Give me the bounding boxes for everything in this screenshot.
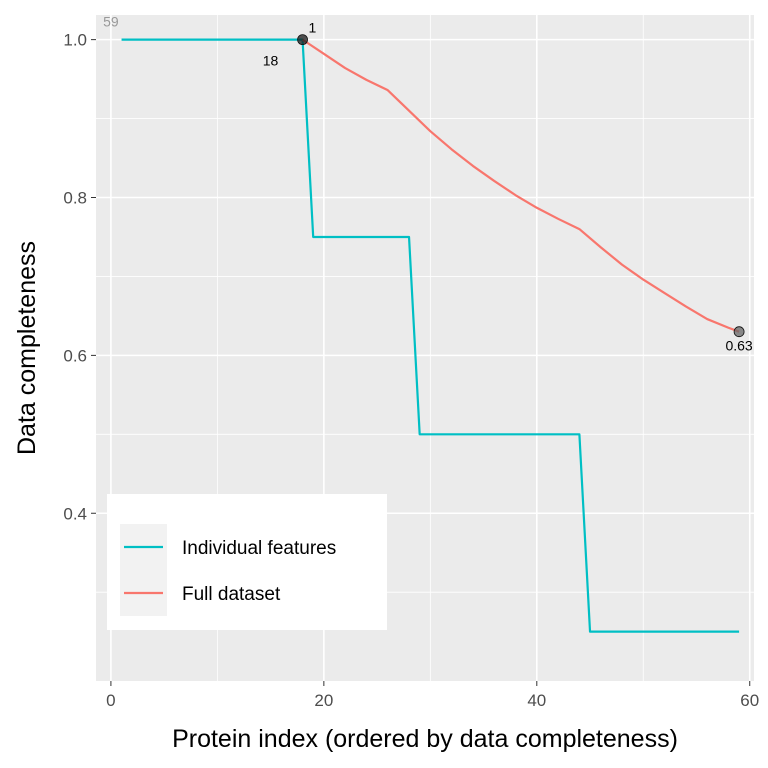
x-axis-title: Protein index (ordered by data completen… [172, 725, 678, 753]
x-tick-label: 0 [106, 691, 115, 710]
x-tick-label: 20 [314, 691, 333, 710]
legend-label-individual: Individual features [182, 538, 336, 559]
annotation-18: 18 [263, 53, 279, 69]
annotation-1: 1 [309, 20, 317, 36]
series-line-0 [121, 38, 740, 633]
annotation-59: 59 [103, 14, 119, 30]
y-tick-label: 0.6 [63, 346, 87, 365]
x-tick-label: 60 [740, 691, 759, 710]
points-layer [297, 34, 745, 338]
y-tick-label: 0.4 [63, 504, 87, 523]
grid-minor [96, 15, 754, 681]
series-layer [121, 38, 740, 633]
legend: Individual features Full dataset [107, 494, 387, 630]
y-tick-label: 0.8 [63, 189, 87, 208]
x-axis-ticks: 0 20 40 60 [106, 681, 759, 710]
y-tick-label: 1.0 [63, 31, 87, 50]
legend-label-full: Full dataset [182, 584, 281, 605]
annotation-0-63: 0.63 [725, 338, 752, 354]
highlight-point-0 [297, 34, 308, 46]
series-line-1 [301, 38, 740, 333]
annotation-layer: 59 1 18 0.63 [103, 14, 753, 354]
y-axis-title: Data completeness [13, 241, 41, 455]
x-tick-label: 40 [527, 691, 546, 710]
highlight-point-1 [733, 326, 745, 338]
y-axis-ticks: 0.4 0.6 0.8 1.0 [63, 31, 96, 523]
